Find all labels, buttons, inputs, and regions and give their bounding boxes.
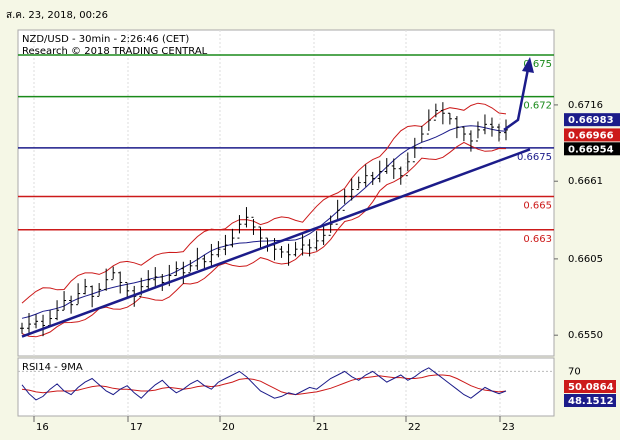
chart-subtitle: Research © 2018 TRADING CENTRAL [22,46,208,57]
x-tick-label: 21 [316,422,329,433]
rsi-group: 70 50.0864 48.1512 [18,366,616,407]
rsi-tag: 48.1512 [568,396,614,407]
x-axis: 16 17 20 21 22 23 [33,416,515,433]
y-tick-label: 0.6661 [568,176,603,187]
x-tick-label: 22 [408,422,421,433]
forecast-arrow-head [522,56,534,73]
support-trendline [21,148,531,338]
price-tag: 0.66983 [568,115,614,126]
x-tick-label: 17 [130,422,143,433]
level-label: 0.6675 [517,152,552,163]
y-tick-label: 0.6550 [568,330,603,341]
price-tag: 0.66966 [568,130,614,141]
rsi-ma-line [21,374,507,396]
upper-band [21,102,507,304]
rsi-label: RSI14 - 9MA [22,362,83,373]
x-tick-label: 16 [36,422,49,433]
rsi-tag-bg [564,380,616,393]
vertical-gridlines [33,30,501,416]
level-label: 0.672 [523,101,552,112]
rsi-tag: 50.0864 [568,382,614,393]
forecast-arrow [503,68,530,131]
price-tag: 0.66954 [568,144,614,155]
trendline-group [21,56,534,338]
chart-title: NZD/USD - 30min - 2:26:46 (CET) [22,34,189,45]
timestamp: ส.ค. 23, 2018, 00:26 [6,10,108,21]
y-axis: 0.6716 0.6661 0.6605 0.6550 [554,100,603,341]
price-tag-bg [564,142,620,156]
level-label: 0.663 [523,234,552,245]
rsi-line [21,367,507,401]
price-tag-bg [564,128,620,142]
y-tick-label: 0.6605 [568,254,603,265]
x-tick-label: 23 [502,422,515,433]
price-tag-bg [564,113,620,127]
rsi-tag-bg [564,394,616,407]
level-label: 0.665 [523,200,552,211]
level-label: 0.675 [523,59,552,70]
rsi-level-label: 70 [568,366,581,377]
middle-band [21,125,507,319]
main-plot-area [17,29,555,357]
price-tags: 0.66983 0.66966 0.66954 [564,113,620,156]
y-tick-label: 0.6716 [568,100,603,111]
price-bars [20,102,508,337]
x-tick-label: 20 [222,422,235,433]
level-lines: 0.675 0.672 0.6675 0.665 0.663 [18,54,554,245]
